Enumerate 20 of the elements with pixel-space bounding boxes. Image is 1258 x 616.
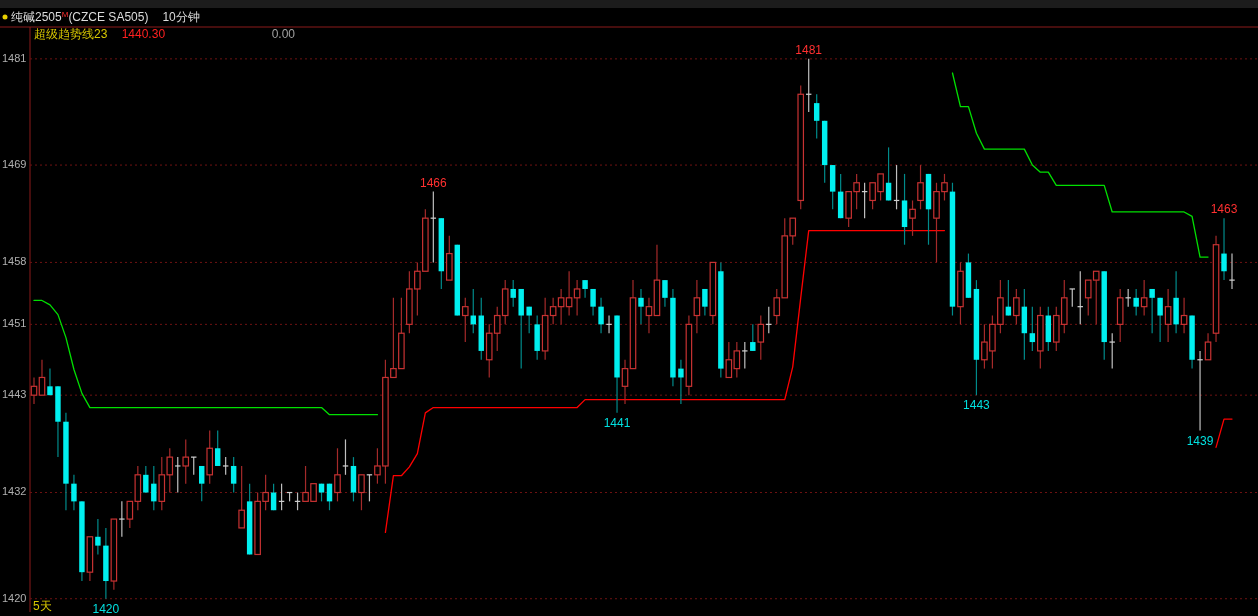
y-tick-label: 1443 [2,388,27,401]
chart-subtitle: 10分钟 [162,10,200,24]
annotation: 1463 [1210,202,1238,217]
annotation: 5天 [33,599,52,613]
annotation: 1439 [1186,433,1214,448]
y-tick-label: 1451 [2,317,27,330]
annotation: 1466 [419,175,447,190]
y-tick-label: 1420 [2,591,27,604]
annotation: 1420 [92,601,120,616]
annotation: 1441 [603,415,631,430]
y-tick-label: 1458 [2,255,27,268]
annotation: 0.00 [271,27,296,41]
chart-title: 纯碱2505$^{M}$(CZCE SA505) [11,9,149,24]
annotation: 超级趋势线23 [34,27,108,41]
y-tick-label: 1481 [2,51,27,64]
annotation: 1440.30 [121,27,166,41]
y-tick-label: 1469 [2,157,27,170]
annotation: 1443 [963,398,991,413]
y-tick-label: 1432 [2,485,27,498]
annotation: 1481 [795,42,823,57]
